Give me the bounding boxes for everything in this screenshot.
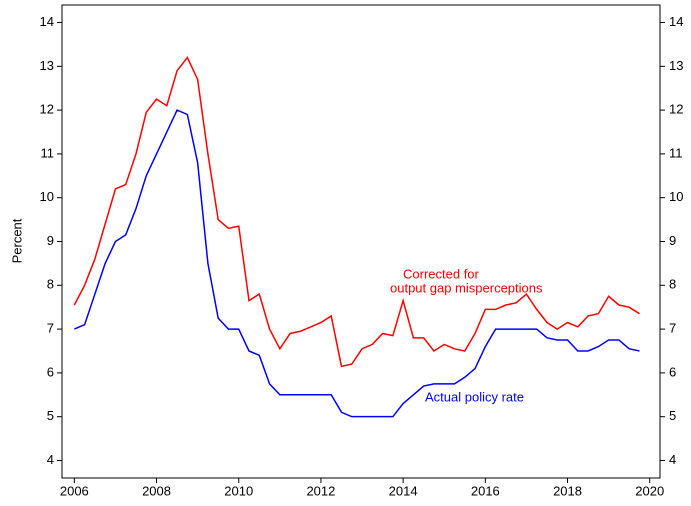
y-tick-label: 13 (40, 58, 54, 73)
y-tick-label: 12 (40, 102, 54, 117)
y2-tick-label: 6 (669, 364, 676, 379)
x-tick-label: 2006 (60, 483, 89, 498)
x-tick-label: 2012 (306, 483, 335, 498)
y2-tick-label: 12 (669, 102, 683, 117)
y-tick-label: 7 (47, 321, 54, 336)
y2-tick-label: 5 (669, 408, 676, 423)
y2-tick-label: 4 (669, 452, 676, 467)
y2-tick-label: 7 (669, 321, 676, 336)
y2-tick-label: 8 (669, 277, 676, 292)
annotation: output gap misperceptions (390, 280, 543, 295)
x-tick-label: 2016 (471, 483, 500, 498)
y2-tick-label: 13 (669, 58, 683, 73)
y-tick-label: 4 (47, 452, 54, 467)
x-tick-label: 2014 (389, 483, 418, 498)
y2-tick-label: 14 (669, 14, 683, 29)
y-tick-label: 14 (40, 14, 54, 29)
annotation: Corrected for (403, 266, 480, 281)
y2-tick-label: 9 (669, 233, 676, 248)
y-tick-label: 11 (41, 145, 55, 160)
y2-tick-label: 11 (669, 145, 683, 160)
plot-frame (61, 4, 661, 479)
series-line (73, 56, 640, 368)
y-axis-label: Percent (9, 218, 24, 263)
y-tick-label: 9 (47, 233, 54, 248)
y-tick-label: 5 (47, 408, 54, 423)
x-tick-label: 2010 (224, 483, 253, 498)
series-line (74, 109, 640, 418)
y-tick-label: 10 (40, 189, 54, 204)
x-tick-label: 2008 (142, 483, 171, 498)
annotation: Actual policy rate (425, 389, 524, 404)
y2-tick-label: 10 (669, 189, 683, 204)
x-tick-label: 2020 (635, 483, 664, 498)
y-tick-label: 6 (47, 364, 54, 379)
y-tick-label: 8 (47, 277, 54, 292)
x-tick-label: 2018 (553, 483, 582, 498)
